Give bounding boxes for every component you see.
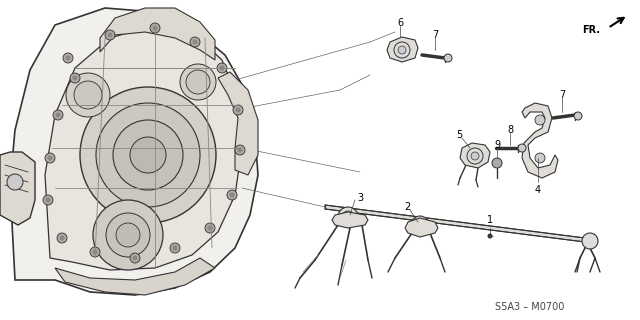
Circle shape — [63, 53, 73, 63]
Circle shape — [116, 223, 140, 247]
Polygon shape — [100, 8, 215, 60]
Polygon shape — [522, 103, 558, 178]
Polygon shape — [10, 8, 258, 295]
Circle shape — [150, 23, 160, 33]
Circle shape — [130, 137, 166, 173]
Circle shape — [233, 105, 243, 115]
Circle shape — [106, 213, 150, 257]
Circle shape — [132, 255, 138, 260]
Circle shape — [74, 81, 102, 109]
Circle shape — [57, 233, 67, 243]
Circle shape — [492, 158, 502, 168]
Circle shape — [235, 145, 245, 155]
Polygon shape — [332, 212, 368, 228]
Circle shape — [193, 39, 198, 44]
Polygon shape — [325, 205, 585, 242]
Circle shape — [60, 236, 65, 241]
Circle shape — [471, 152, 479, 160]
Circle shape — [93, 250, 97, 254]
Circle shape — [105, 30, 115, 40]
Circle shape — [518, 144, 526, 152]
Circle shape — [205, 223, 215, 233]
Text: 3: 3 — [357, 193, 363, 203]
Circle shape — [411, 216, 429, 234]
Circle shape — [53, 110, 63, 120]
Circle shape — [415, 220, 425, 230]
Circle shape — [342, 211, 354, 223]
Text: 1: 1 — [487, 215, 493, 225]
Circle shape — [217, 63, 227, 73]
Circle shape — [152, 26, 157, 30]
Circle shape — [47, 156, 52, 161]
Circle shape — [66, 73, 110, 117]
Circle shape — [173, 245, 177, 251]
Text: 9: 9 — [494, 140, 500, 150]
Text: 4: 4 — [535, 185, 541, 195]
Circle shape — [394, 42, 410, 58]
Text: 2: 2 — [404, 202, 410, 212]
Circle shape — [65, 55, 70, 60]
Circle shape — [236, 108, 241, 113]
Circle shape — [535, 153, 545, 163]
Circle shape — [45, 197, 51, 203]
Polygon shape — [405, 218, 438, 237]
Circle shape — [398, 46, 406, 54]
Circle shape — [80, 87, 216, 223]
Circle shape — [582, 233, 598, 249]
Polygon shape — [218, 72, 258, 175]
Circle shape — [207, 226, 212, 230]
Circle shape — [7, 174, 23, 190]
Circle shape — [56, 113, 61, 117]
Circle shape — [535, 115, 545, 125]
Circle shape — [574, 112, 582, 120]
Circle shape — [186, 70, 210, 94]
Circle shape — [130, 253, 140, 263]
Circle shape — [170, 243, 180, 253]
Polygon shape — [387, 37, 418, 62]
Circle shape — [190, 37, 200, 47]
Circle shape — [72, 76, 77, 81]
Circle shape — [180, 64, 216, 100]
Circle shape — [113, 120, 183, 190]
Circle shape — [90, 247, 100, 257]
Circle shape — [220, 66, 225, 70]
Circle shape — [45, 153, 55, 163]
Polygon shape — [0, 152, 35, 225]
Text: FR.: FR. — [582, 25, 600, 35]
Text: 5: 5 — [456, 130, 462, 140]
Text: 8: 8 — [507, 125, 513, 135]
Circle shape — [237, 148, 243, 153]
Circle shape — [444, 54, 452, 62]
Circle shape — [467, 148, 483, 164]
Circle shape — [230, 193, 234, 197]
Polygon shape — [460, 143, 490, 168]
Polygon shape — [45, 25, 242, 270]
Text: 7: 7 — [432, 30, 438, 40]
Text: S5A3 – M0700: S5A3 – M0700 — [495, 302, 564, 312]
Circle shape — [93, 200, 163, 270]
Text: 6: 6 — [397, 18, 403, 28]
Text: 7: 7 — [559, 90, 565, 100]
Circle shape — [227, 190, 237, 200]
Circle shape — [108, 33, 113, 37]
Circle shape — [43, 195, 53, 205]
Circle shape — [70, 73, 80, 83]
Circle shape — [488, 234, 493, 238]
Circle shape — [338, 207, 358, 227]
Circle shape — [96, 103, 200, 207]
Polygon shape — [55, 258, 215, 295]
